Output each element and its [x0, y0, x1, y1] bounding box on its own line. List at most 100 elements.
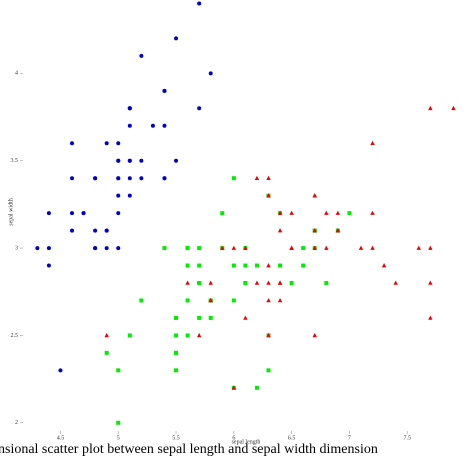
point — [185, 280, 190, 285]
point — [197, 1, 202, 6]
point — [428, 105, 433, 111]
x-tick-label: 5.5 — [172, 435, 180, 441]
point — [208, 280, 213, 285]
point — [266, 263, 271, 268]
point — [301, 263, 306, 268]
point — [70, 141, 75, 146]
point — [231, 298, 236, 303]
point — [347, 211, 352, 216]
point — [243, 263, 248, 268]
point — [46, 211, 51, 216]
point — [104, 246, 109, 251]
point — [277, 280, 283, 285]
point — [127, 193, 132, 198]
x-tick-label: 5 — [117, 435, 120, 441]
x-tick-label: 6.5 — [288, 435, 296, 441]
point — [93, 176, 98, 181]
point — [93, 228, 98, 233]
point — [127, 123, 132, 128]
point — [428, 315, 433, 320]
point — [197, 106, 202, 111]
point — [196, 332, 202, 338]
point — [358, 245, 364, 250]
point — [162, 88, 167, 93]
point — [81, 211, 86, 216]
point — [370, 210, 375, 215]
x-axis-label: sepal length — [232, 439, 261, 445]
point — [277, 297, 283, 303]
point — [370, 245, 375, 250]
point — [197, 281, 202, 286]
point — [231, 263, 236, 268]
point — [70, 211, 75, 216]
point — [162, 176, 167, 181]
point — [428, 245, 433, 250]
point — [139, 298, 144, 303]
x-tick-label: 6 — [232, 435, 235, 441]
point — [231, 176, 236, 181]
point — [127, 333, 132, 338]
point — [254, 263, 259, 268]
point — [335, 228, 341, 233]
point — [266, 280, 271, 285]
point — [139, 158, 144, 163]
point — [243, 315, 248, 320]
point — [393, 280, 398, 285]
point — [266, 332, 271, 338]
point — [116, 246, 121, 251]
x-tick-label: 7 — [348, 435, 351, 441]
point — [174, 158, 179, 163]
x-tick-label: 4.5 — [57, 435, 65, 441]
point — [70, 228, 75, 233]
point — [312, 245, 317, 250]
point — [324, 210, 329, 215]
point — [254, 175, 260, 180]
point — [58, 368, 63, 373]
point — [174, 315, 179, 320]
point — [266, 193, 271, 198]
point — [289, 245, 294, 250]
point — [35, 246, 40, 251]
point — [127, 106, 132, 111]
point — [289, 210, 294, 215]
point — [243, 281, 248, 286]
point — [197, 246, 202, 251]
point — [185, 263, 190, 268]
point — [139, 176, 144, 181]
point — [312, 193, 317, 198]
point — [46, 246, 51, 251]
point — [324, 245, 329, 250]
point — [451, 105, 456, 111]
point — [208, 297, 213, 303]
y-tick-label: 3.5 — [11, 158, 19, 164]
point — [266, 175, 271, 180]
point — [324, 281, 329, 286]
point — [254, 280, 260, 285]
point — [231, 385, 237, 390]
caption: dimensional scatter plot between sepal l… — [0, 442, 378, 456]
point — [150, 123, 155, 128]
point — [127, 176, 132, 181]
point — [174, 333, 179, 338]
point — [197, 315, 202, 320]
point — [174, 368, 179, 373]
x-tick-label: 7.5 — [403, 435, 411, 441]
y-tick-label: 2.5 — [11, 333, 19, 339]
point — [381, 263, 387, 268]
point — [220, 211, 225, 216]
point — [335, 210, 341, 215]
point — [416, 245, 421, 250]
point — [208, 315, 213, 320]
point — [254, 385, 259, 390]
point — [104, 350, 109, 355]
point — [93, 246, 98, 251]
point — [104, 141, 109, 146]
point — [312, 228, 317, 233]
y-tick-label: 2 — [15, 420, 18, 426]
point — [277, 210, 283, 215]
point — [266, 297, 271, 303]
point — [116, 176, 121, 181]
point — [70, 176, 75, 181]
